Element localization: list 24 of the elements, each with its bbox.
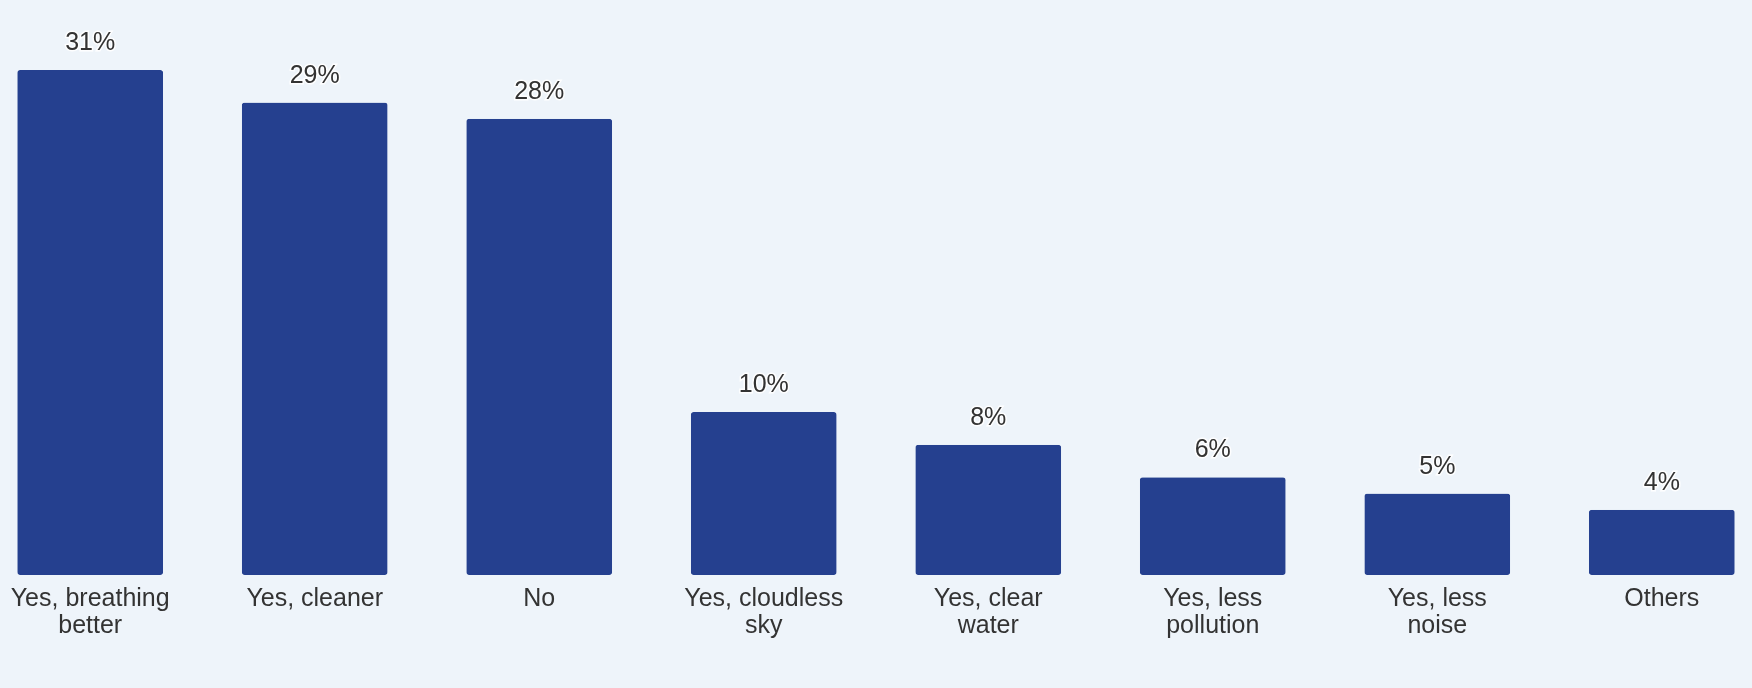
bar (17, 70, 164, 575)
data-label: 8% (970, 401, 1007, 430)
x-tick-label: Yes, less noise (1387, 582, 1487, 638)
x-tick-label: Others (1624, 582, 1700, 611)
bar (915, 444, 1062, 575)
bar (466, 118, 613, 575)
bar (241, 102, 388, 575)
data-label: 29% (289, 59, 340, 88)
x-tick-label: Yes, cloudless sky (684, 582, 844, 638)
bar (1364, 493, 1511, 575)
x-tick-label: Yes, clear water (933, 582, 1043, 638)
data-label: 5% (1419, 450, 1456, 479)
data-label: 4% (1643, 466, 1680, 495)
data-label: 31% (65, 27, 116, 55)
x-tick-label: No (523, 582, 556, 611)
data-label: 10% (738, 369, 789, 398)
x-tick-label: Yes, cleaner (246, 582, 384, 611)
data-label: 6% (1194, 434, 1231, 463)
bar (1588, 509, 1735, 575)
data-label: 28% (514, 75, 565, 104)
bar (690, 412, 837, 575)
x-tick-label: Yes, less pollution (1163, 582, 1263, 638)
x-tick-label: Yes, breathing better (10, 582, 170, 638)
bar (1139, 477, 1286, 575)
